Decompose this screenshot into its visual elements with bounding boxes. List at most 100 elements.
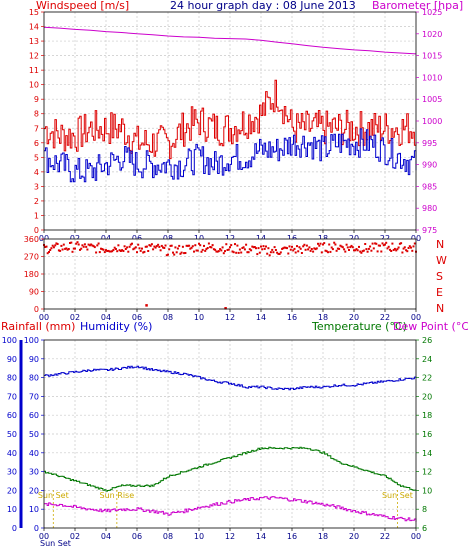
- direction-point: [407, 247, 410, 249]
- direction-point: [185, 244, 188, 247]
- direction-point: [227, 248, 230, 251]
- direction-point: [247, 251, 250, 254]
- direction-point: [152, 248, 155, 251]
- direction-point: [257, 247, 260, 250]
- direction-point: [51, 244, 54, 247]
- direction-point: [355, 248, 358, 251]
- direction-point: [330, 246, 333, 249]
- direction-point: [85, 245, 88, 248]
- temperature-tick-label: 22: [422, 374, 432, 383]
- direction-point: [354, 249, 357, 252]
- direction-point: [241, 247, 244, 249]
- direction-point: [224, 307, 227, 310]
- direction-point: [252, 246, 255, 249]
- direction-point: [391, 242, 394, 245]
- temperature-tick-label: 12: [422, 468, 432, 477]
- direction-point: [283, 246, 286, 249]
- direction-point: [133, 247, 136, 250]
- direction-point: [81, 244, 84, 247]
- direction-point: [296, 245, 298, 248]
- temperature-tick-label: 26: [422, 336, 432, 345]
- direction-point: [153, 245, 156, 248]
- humidity-tick-label: 60: [29, 411, 39, 420]
- direction-point: [71, 250, 74, 253]
- x-tick-label: 02: [70, 313, 80, 322]
- humidity-tick-label: 90: [29, 355, 39, 364]
- direction-point: [201, 248, 204, 251]
- direction-point: [45, 245, 48, 248]
- direction-point: [269, 251, 272, 254]
- direction-point: [292, 249, 295, 252]
- direction-point: [141, 247, 143, 250]
- x-tick-label: 14: [256, 532, 266, 541]
- direction-point: [204, 249, 207, 252]
- direction-point: [278, 253, 281, 255]
- temperature-tick-label: 24: [422, 355, 432, 364]
- direction-point: [393, 247, 396, 250]
- direction-point: [351, 246, 354, 249]
- direction-point: [350, 244, 353, 247]
- direction-point: [251, 245, 254, 248]
- direction-point: [294, 251, 297, 254]
- y2-tick-label: 995: [422, 139, 437, 148]
- direction-point: [375, 242, 378, 245]
- direction-point: [206, 247, 209, 249]
- x-tick-label: 16: [287, 313, 297, 322]
- direction-point: [335, 249, 338, 252]
- y-tick-label: 6: [34, 139, 39, 148]
- direction-point: [371, 242, 374, 245]
- direction-point: [356, 249, 359, 252]
- x-tick-label: 20: [349, 234, 359, 243]
- direction-point: [402, 247, 405, 250]
- x-tick-label: 00: [411, 234, 421, 243]
- direction-point: [193, 250, 195, 253]
- direction-point: [174, 246, 177, 249]
- direction-point: [271, 248, 274, 251]
- direction-point: [328, 243, 331, 246]
- direction-point: [242, 246, 245, 249]
- direction-point: [170, 244, 173, 247]
- direction-point: [360, 251, 363, 254]
- direction-point: [48, 251, 50, 253]
- direction-point: [336, 247, 339, 250]
- direction-point: [175, 251, 178, 254]
- direction-point: [256, 253, 259, 256]
- direction-point: [253, 246, 256, 248]
- direction-point: [344, 250, 347, 253]
- direction-point: [246, 251, 249, 254]
- humidity-tick-label: 50: [29, 430, 39, 439]
- direction-point: [198, 242, 200, 245]
- direction-point: [199, 244, 202, 247]
- y-tick-label: 4: [34, 168, 39, 177]
- x-tick-label: 04: [101, 532, 111, 541]
- x-tick-label: 06: [132, 313, 142, 322]
- direction-point: [314, 248, 317, 251]
- direction-point: [381, 242, 384, 245]
- direction-point: [258, 251, 261, 254]
- direction-point: [265, 245, 267, 248]
- compass-label: S: [436, 270, 443, 283]
- humidity-tick-label: 40: [29, 449, 39, 458]
- y-tick-label: 9: [34, 95, 39, 104]
- direction-point: [168, 248, 171, 251]
- direction-point: [143, 250, 146, 253]
- y-tick-label: 0: [34, 305, 39, 314]
- direction-point: [111, 250, 114, 253]
- direction-point: [183, 252, 186, 255]
- direction-point: [172, 251, 174, 254]
- direction-point: [297, 250, 300, 253]
- direction-point: [138, 247, 141, 250]
- direction-point: [64, 247, 67, 250]
- y-tick-label: 3: [34, 182, 39, 191]
- y2-tick-label: 990: [422, 161, 437, 170]
- direction-point: [299, 247, 302, 250]
- direction-point: [139, 249, 142, 252]
- temperature-tick-label: 14: [422, 449, 432, 458]
- x-tick-label: 12: [225, 234, 235, 243]
- sun-annotation: Sun Rise: [100, 491, 135, 500]
- direction-point: [145, 304, 148, 307]
- x-tick-label: 00: [39, 234, 49, 243]
- direction-point: [325, 250, 328, 253]
- direction-point: [216, 250, 219, 253]
- y-tick-label: 11: [29, 66, 39, 75]
